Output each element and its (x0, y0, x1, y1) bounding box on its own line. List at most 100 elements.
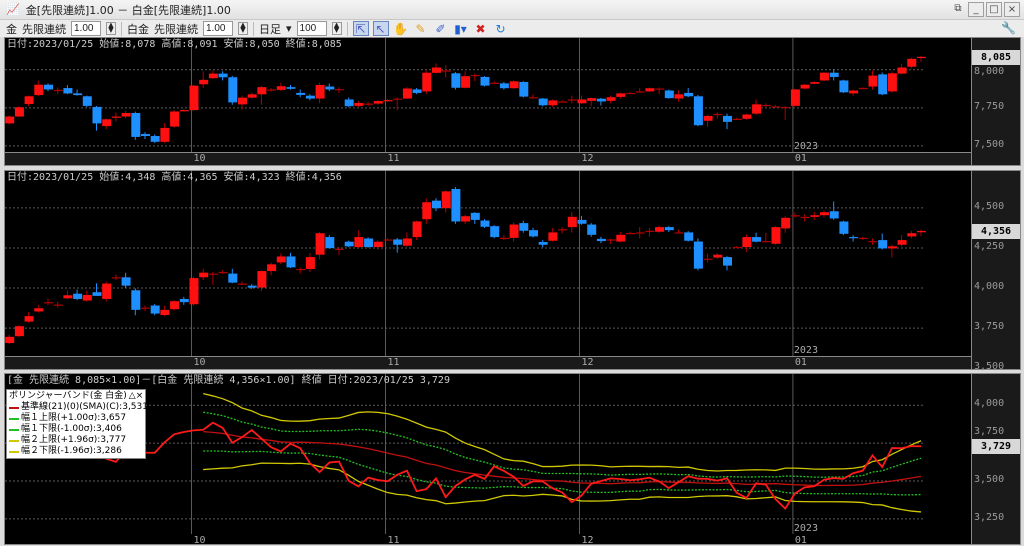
candle[interactable] (393, 97, 403, 111)
candle[interactable] (73, 89, 83, 96)
candle[interactable] (761, 103, 771, 108)
candle[interactable] (752, 99, 762, 115)
candle[interactable] (800, 84, 810, 90)
symbol1-label[interactable]: 金 (6, 22, 17, 36)
pencil-tool-button[interactable]: ✎ (413, 21, 429, 36)
candle[interactable] (907, 230, 917, 239)
indicator-menu-button[interactable]: ▮▾ (453, 21, 469, 36)
period-dropdown[interactable]: 日足 (259, 22, 281, 36)
candle[interactable] (587, 97, 597, 107)
candle[interactable] (509, 222, 519, 242)
candle[interactable] (635, 227, 645, 239)
candle[interactable] (344, 97, 354, 108)
bar-count-input[interactable]: 100 (296, 21, 327, 36)
candle[interactable] (529, 227, 538, 238)
price-axis[interactable]: 4,000 3,750 3,500 3,250 3,729 (971, 374, 1020, 544)
candle[interactable] (558, 100, 568, 103)
candle[interactable] (839, 220, 849, 236)
candle[interactable] (790, 88, 800, 107)
candle[interactable] (364, 101, 374, 107)
candle[interactable] (810, 211, 820, 220)
candle[interactable] (412, 88, 422, 95)
candle[interactable] (820, 210, 829, 218)
candle[interactable] (14, 106, 24, 117)
candle[interactable] (373, 240, 383, 250)
candle[interactable] (519, 81, 529, 98)
candle[interactable] (480, 76, 490, 87)
candle[interactable] (267, 262, 277, 276)
candle[interactable] (305, 252, 315, 273)
candle[interactable] (810, 81, 820, 85)
candle[interactable] (703, 114, 713, 127)
candle[interactable] (509, 80, 519, 89)
candle[interactable] (606, 238, 616, 244)
candle[interactable] (441, 190, 451, 213)
candle[interactable] (820, 72, 829, 82)
gold-candlestick-chart[interactable]: 2023 (5, 38, 973, 165)
candle[interactable] (199, 268, 209, 281)
candle[interactable] (626, 231, 635, 235)
candle[interactable] (829, 201, 839, 220)
candle[interactable] (373, 100, 383, 105)
bollinger-legend[interactable]: ボリンジャーバンド(金 白金) △× 基準線(21)(0)(SMA)(C):3,5… (6, 389, 148, 459)
candle[interactable] (325, 235, 335, 249)
maximize-button[interactable]: □ (986, 2, 1002, 17)
candle[interactable] (917, 229, 926, 237)
candle[interactable] (461, 71, 471, 89)
candle[interactable] (693, 94, 703, 127)
crosshair-tool-button[interactable]: ⇱ (352, 21, 369, 36)
candle[interactable] (228, 268, 238, 284)
candle[interactable] (781, 106, 791, 121)
period-dropdown-arrow[interactable]: ▾ (286, 22, 292, 35)
candle[interactable] (674, 229, 684, 234)
candle[interactable] (296, 89, 306, 98)
candle[interactable] (752, 232, 762, 243)
candle[interactable] (887, 244, 897, 258)
candle[interactable] (208, 70, 218, 79)
candle[interactable] (92, 106, 102, 131)
candle[interactable] (160, 305, 170, 317)
delete-tool-button[interactable]: ✖ (473, 21, 489, 36)
candle[interactable] (131, 111, 141, 140)
candle[interactable] (771, 226, 781, 245)
candle[interactable] (548, 227, 558, 242)
candle[interactable] (868, 238, 878, 245)
indicator-controls[interactable]: △× (128, 391, 144, 401)
candle[interactable] (170, 110, 180, 128)
candle[interactable] (228, 75, 238, 105)
candle[interactable] (24, 312, 34, 323)
candle[interactable] (839, 79, 849, 93)
candle[interactable] (732, 246, 742, 249)
candle[interactable] (276, 253, 286, 264)
candle[interactable] (24, 95, 34, 107)
candle[interactable] (238, 95, 247, 110)
candle[interactable] (645, 227, 655, 237)
candle[interactable] (102, 118, 112, 130)
close-button[interactable]: × (1004, 2, 1020, 17)
candle[interactable] (897, 235, 907, 247)
candle[interactable] (441, 65, 451, 78)
candle[interactable] (742, 113, 752, 120)
candle[interactable] (635, 88, 645, 93)
candle[interactable] (490, 225, 500, 239)
candle[interactable] (267, 88, 277, 92)
candle[interactable] (742, 234, 752, 252)
price-axis[interactable]: 8,000 7,750 7,500 8,085 (971, 38, 1020, 165)
candle[interactable] (53, 301, 63, 308)
candle[interactable] (887, 71, 897, 93)
candle[interactable] (723, 113, 732, 130)
candle[interactable] (917, 55, 926, 63)
candle[interactable] (422, 198, 432, 224)
candle[interactable] (44, 298, 53, 306)
candle[interactable] (335, 246, 344, 256)
spread-chart-panel[interactable]: [金 先限連続 8,085×1.00]－[白金 先限連続 4,356×1.00]… (4, 373, 1021, 545)
candle[interactable] (499, 235, 509, 240)
line-draw-tool-button[interactable]: ✐ (433, 21, 449, 36)
candle[interactable] (257, 85, 267, 105)
candle[interactable] (160, 123, 170, 143)
candle[interactable] (732, 117, 742, 121)
candle[interactable] (451, 72, 461, 90)
candle[interactable] (170, 300, 180, 311)
candle[interactable] (44, 83, 53, 92)
candle[interactable] (315, 82, 325, 104)
